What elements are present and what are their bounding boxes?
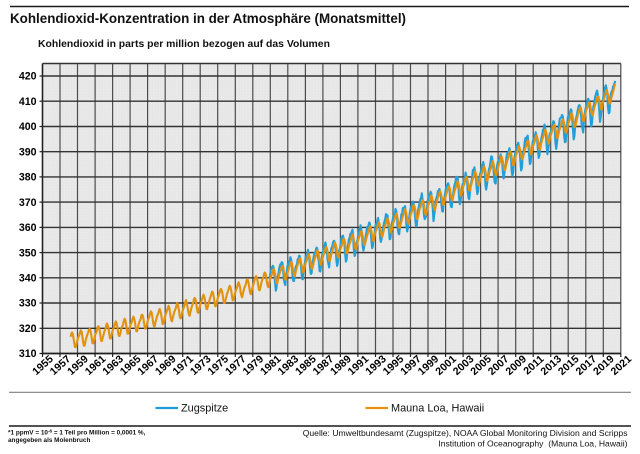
svg-text:380: 380 <box>19 172 37 184</box>
svg-text:370: 370 <box>19 197 37 209</box>
svg-text:Mauna Loa, Hawaii: Mauna Loa, Hawaii <box>391 403 484 415</box>
svg-text:Kohlendioxid in parts per mill: Kohlendioxid in parts per million bezoge… <box>38 39 330 50</box>
svg-text:360: 360 <box>19 222 37 234</box>
svg-text:Kohlendioxid-Konzentration in: Kohlendioxid-Konzentration in der Atmosp… <box>10 11 406 26</box>
svg-text:390: 390 <box>19 146 37 158</box>
svg-text:310: 310 <box>19 348 37 360</box>
svg-text:420: 420 <box>19 71 37 83</box>
svg-text:*1 ppmV = 10-6 = 1 Teil pro Mi: *1 ppmV = 10-6 = 1 Teil pro Million = 0,… <box>8 428 146 436</box>
svg-text:Quelle: Umweltbundesamt (Zugsp: Quelle: Umweltbundesamt (Zugspitze), NOA… <box>303 428 628 438</box>
svg-text:Institution of Oceanography (: Institution of Oceanography (Mauna Loa, … <box>438 439 627 449</box>
svg-text:Zugspitze: Zugspitze <box>181 403 228 415</box>
svg-text:320: 320 <box>19 323 37 335</box>
svg-text:angegeben als Molenbruch: angegeben als Molenbruch <box>8 437 90 444</box>
svg-text:400: 400 <box>19 121 37 133</box>
svg-text:340: 340 <box>19 273 37 285</box>
svg-text:330: 330 <box>19 298 37 310</box>
svg-text:410: 410 <box>19 96 37 108</box>
svg-text:350: 350 <box>19 247 37 259</box>
